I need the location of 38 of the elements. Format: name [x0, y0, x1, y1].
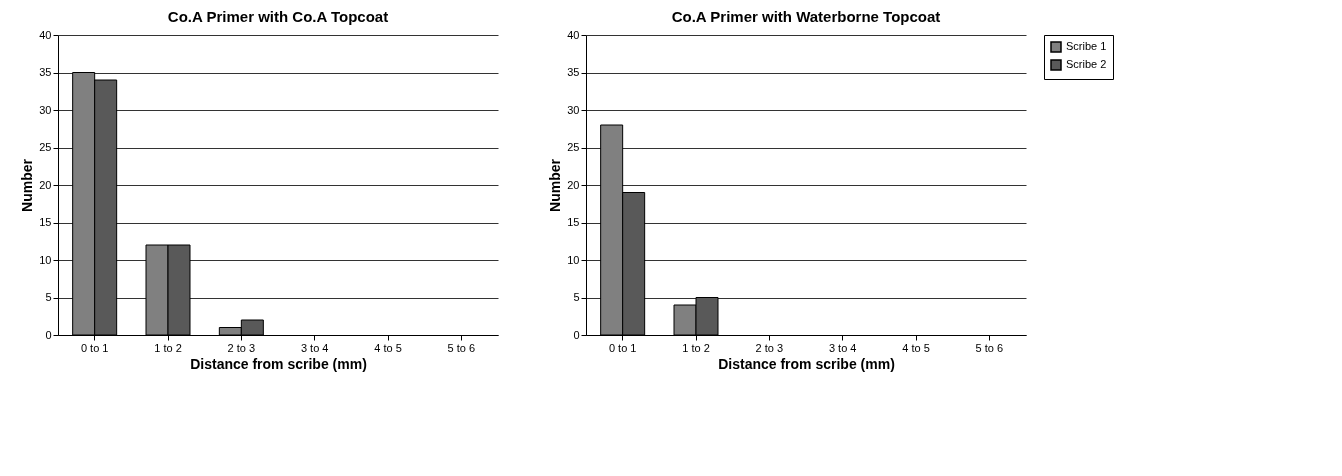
y-tick-label: 30 [567, 103, 580, 116]
x-axis-title: Distance from scribe (mm) [718, 355, 895, 372]
y-tick-label: 5 [573, 291, 580, 303]
y-tick-label: 0 [45, 328, 52, 341]
y-tick-label: 35 [567, 66, 580, 78]
y-tick-label: 35 [39, 66, 52, 78]
x-tick-label: 4 to 5 [374, 341, 402, 354]
x-tick-label: 2 to 3 [755, 341, 784, 354]
x-tick-label: 5 to 6 [975, 341, 1004, 354]
y-tick-label: 30 [39, 103, 52, 116]
chart-title: Co.A Primer with Co.A Topcoat [167, 8, 389, 25]
legend-label: Scribe 1 [1066, 40, 1107, 52]
y-tick-label: 15 [39, 216, 52, 228]
y-tick-label: 25 [39, 141, 52, 153]
x-tick-label: 0 to 1 [608, 341, 637, 354]
x-tick-label: 1 to 2 [682, 341, 710, 354]
x-tick-label: 1 to 2 [154, 341, 182, 354]
x-axis-title: Distance from scribe (mm) [190, 355, 367, 372]
y-axis-title: Number [547, 158, 564, 212]
y-tick-label: 40 [567, 28, 580, 41]
x-tick-label: 4 to 5 [902, 341, 930, 354]
chart-title: Co.A Primer with Waterborne Topcoat [671, 8, 941, 25]
y-tick-label: 20 [39, 178, 52, 191]
x-tick-label: 3 to 4 [828, 341, 857, 354]
x-tick-label: 2 to 3 [227, 341, 256, 354]
legend-label: Scribe 2 [1066, 58, 1107, 70]
y-tick-label: 0 [573, 328, 580, 341]
y-tick-label: 5 [45, 291, 52, 303]
x-tick-label: 0 to 1 [80, 341, 109, 354]
x-tick-label: 3 to 4 [300, 341, 329, 354]
y-tick-label: 40 [39, 28, 52, 41]
y-axis-title: Number [19, 158, 36, 212]
x-tick-label: 5 to 6 [447, 341, 476, 354]
y-tick-label: 15 [567, 216, 580, 228]
y-tick-label: 10 [567, 253, 580, 266]
y-tick-label: 10 [39, 253, 52, 266]
y-tick-label: 25 [567, 141, 580, 153]
y-tick-label: 20 [567, 178, 580, 191]
